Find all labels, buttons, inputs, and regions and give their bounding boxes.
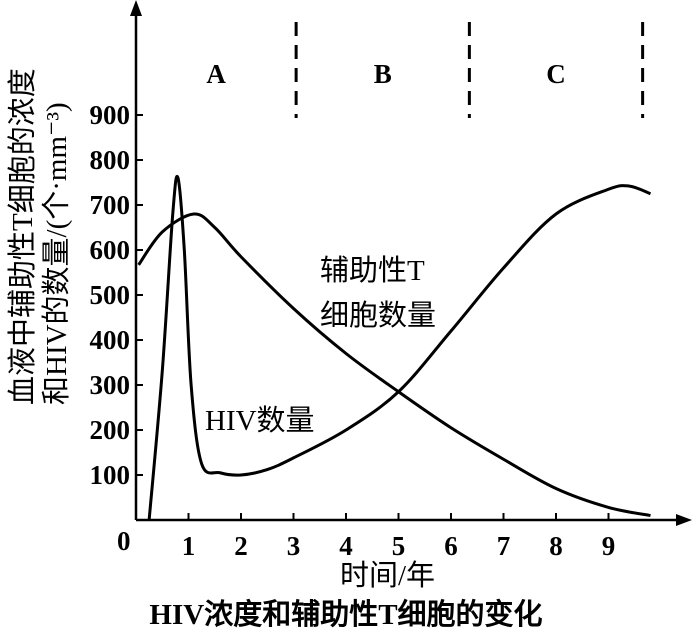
chart-title: HIV浓度和辅助性T细胞的变化	[149, 597, 542, 631]
y-axis-arrow	[130, 0, 142, 16]
x-tick-label: 6	[444, 531, 458, 561]
x-tick-label: 3	[287, 531, 301, 561]
x-tick-label: 1	[182, 531, 196, 561]
y-tick-label: 800	[90, 145, 131, 175]
origin-label: 0	[117, 526, 131, 556]
x-tick-label: 7	[497, 531, 511, 561]
y-tick-label: 300	[90, 370, 131, 400]
y-tick-label: 200	[90, 415, 131, 445]
phase-label-C: C	[546, 59, 566, 89]
x-tick-label: 9	[602, 531, 616, 561]
y-tick-label: 600	[90, 235, 131, 265]
hiv-curve	[147, 175, 652, 521]
x-tick-label: 2	[234, 531, 248, 561]
y-tick-label: 700	[90, 190, 131, 220]
phase-label-A: A	[206, 59, 226, 89]
hiv-label: HIV数量	[205, 404, 315, 437]
y-axis-label-1: 血液中辅助性T细胞的浓度	[6, 68, 39, 405]
t-cell-label-2: 细胞数量	[320, 299, 436, 332]
y-tick-label: 500	[90, 280, 131, 310]
x-tick-label: 8	[549, 531, 563, 561]
y-tick-label: 100	[90, 460, 131, 490]
x-tick-label: 4	[339, 531, 353, 561]
t-cell-curve	[137, 212, 651, 517]
phase-label-B: B	[374, 59, 392, 89]
y-tick-label: 400	[90, 325, 131, 355]
x-tick-label: 5	[392, 531, 406, 561]
y-axis-label-2: 和HIV的数量/(个·mm⁻³)	[40, 102, 73, 405]
y-tick-label: 900	[90, 100, 131, 130]
t-cell-label-1: 辅助性T	[320, 254, 425, 287]
x-axis-arrow	[676, 514, 692, 526]
x-axis-label: 时间/年	[340, 559, 435, 592]
